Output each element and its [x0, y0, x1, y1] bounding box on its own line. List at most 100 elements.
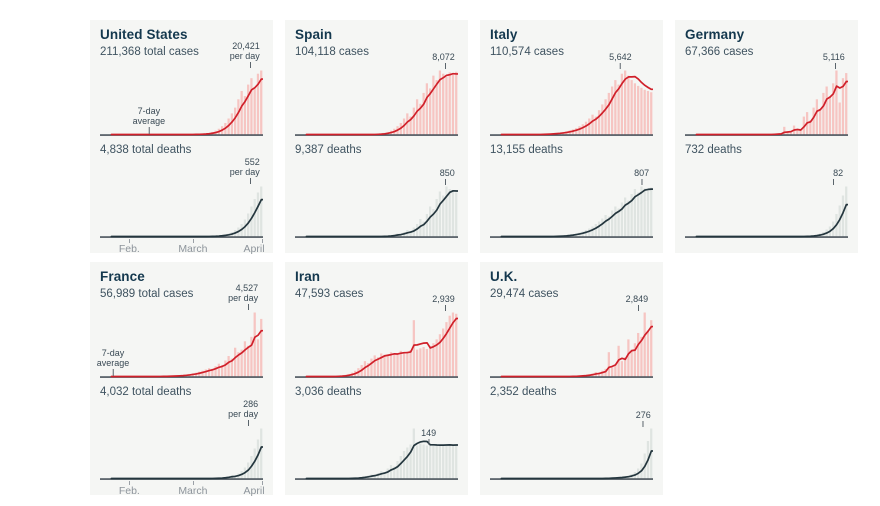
annotation-tick [249, 62, 251, 68]
country-title: Germany [685, 27, 745, 42]
cases-peak-value: 8,072 [432, 52, 455, 62]
cases-peak-unit: per day [229, 51, 260, 61]
deaths-chart-svg [490, 428, 653, 480]
deaths-peak-value: 276 [635, 410, 651, 420]
country-panel: U.K. 29,474 cases 2,849 2,352 deaths 276 [480, 262, 663, 495]
cases-peak-value: 2,849 [625, 294, 649, 304]
deaths-peak-value: 149 [421, 428, 437, 438]
country-panel: Spain 104,118 cases 8,072 9,387 deaths 8… [285, 20, 468, 253]
seven-day-average-note: 7-day average [96, 348, 130, 376]
country-title: France [100, 269, 145, 284]
deaths-peak-annotation: 82 [833, 168, 843, 185]
cases-chart: 5,642 [490, 52, 653, 136]
annotation-tick [444, 305, 446, 311]
deaths-total-label: 13,155 deaths [490, 144, 563, 156]
cases-peak-value: 5,642 [609, 52, 632, 62]
cases-chart-svg [295, 70, 458, 136]
x-label-april: April [243, 243, 265, 255]
march-tick [192, 239, 194, 243]
cases-chart-svg [100, 70, 263, 136]
country-panel: Italy 110,574 cases 5,642 13,155 deaths … [480, 20, 663, 253]
deaths-peak-value: 850 [439, 168, 455, 178]
cases-peak-annotation: 4,527 per day [228, 283, 258, 310]
deaths-total-label: 732 deaths [685, 144, 742, 156]
annotation-tick [833, 179, 835, 185]
feb-tick [129, 481, 131, 485]
country-panel: France 56,989 total cases 4,527 per day … [90, 262, 273, 497]
cases-total-label: 104,118 cases [295, 46, 369, 58]
cases-chart-svg [490, 70, 653, 136]
cases-chart: 2,849 [490, 294, 653, 378]
avg-note-line2: average [96, 358, 130, 368]
cases-total-label: 29,474 cases [490, 288, 559, 300]
country-panel: United States 211,368 total cases 20,421… [90, 20, 273, 255]
deaths-peak-annotation: 276 [636, 410, 651, 427]
annotation-tick [641, 179, 643, 185]
cases-chart: 2,939 [295, 294, 458, 378]
cases-peak-value: 5,116 [822, 52, 845, 62]
annotation-tick [248, 420, 250, 426]
cases-peak-annotation: 2,849 [625, 294, 649, 311]
deaths-total-label: 9,387 deaths [295, 144, 362, 156]
feb-tick [129, 239, 131, 243]
annotation-tick [642, 421, 644, 427]
country-panel: Germany 67,366 cases 5,116 732 deaths 82 [675, 20, 858, 253]
deaths-peak-value: 286 [243, 399, 259, 409]
deaths-chart-svg [295, 186, 458, 238]
deaths-chart-svg [685, 186, 848, 238]
cases-peak-annotation: 5,642 [609, 52, 632, 69]
avg-note-line1: 7-day [101, 348, 125, 358]
cases-chart-svg [100, 312, 263, 378]
deaths-peak-value: 807 [634, 168, 650, 178]
deaths-peak-annotation: 149 [421, 428, 436, 445]
country-title: U.K. [490, 269, 518, 284]
deaths-peak-annotation: 552 per day [230, 157, 260, 184]
x-label-march: March [178, 243, 208, 255]
deaths-peak-value: 552 [244, 157, 260, 167]
cases-chart: 5,116 [685, 52, 848, 136]
deaths-chart: 807 [490, 168, 653, 238]
cases-chart: 4,527 per day 7-day average [96, 283, 263, 378]
cases-peak-annotation: 20,421 per day [230, 41, 260, 68]
cases-peak-annotation: 8,072 [432, 52, 455, 69]
deaths-chart: 850 [295, 168, 458, 238]
cases-total-label: 110,574 cases [490, 46, 564, 58]
deaths-total-label: 3,036 deaths [295, 386, 362, 398]
x-label-feb: Feb. [118, 485, 140, 497]
cases-peak-annotation: 5,116 [823, 52, 845, 69]
deaths-chart: 82 [685, 168, 848, 238]
country-title: Iran [295, 269, 321, 284]
cases-total-label: 56,989 total cases [100, 288, 194, 300]
country-title: Italy [490, 27, 518, 42]
annotation-tick [638, 305, 640, 311]
deaths-peak-annotation: 286 per day [228, 399, 258, 426]
avg-note-line1: 7-day [137, 106, 161, 116]
cases-peak-value: 20,421 [232, 41, 260, 51]
country-title: Spain [295, 27, 333, 42]
annotation-tick [444, 63, 446, 69]
x-axis: Feb. March April [100, 239, 265, 255]
deaths-peak-annotation: 807 [634, 168, 649, 185]
cases-peak-unit: per day [228, 293, 259, 303]
deaths-chart-svg [100, 428, 263, 480]
cases-peak-value: 4,527 [235, 283, 259, 293]
cases-chart-svg [490, 312, 653, 378]
deaths-chart: 286 per day [100, 399, 263, 480]
deaths-total-label: 4,032 total deaths [100, 386, 192, 398]
cases-chart-svg [295, 312, 458, 378]
annotation-tick [248, 304, 250, 310]
cases-chart-svg [685, 70, 848, 136]
country-panel: Iran 47,593 cases 2,939 3,036 deaths 149 [285, 262, 468, 495]
cases-total-label: 211,368 total cases [100, 46, 199, 58]
annotation-tick [428, 439, 430, 445]
annotation-tick [112, 369, 114, 376]
cases-total-label: 47,593 cases [295, 288, 364, 300]
deaths-peak-unit: per day [228, 409, 259, 419]
cases-chart: 20,421 per day 7-day average [100, 41, 263, 136]
deaths-peak-unit: per day [229, 167, 260, 177]
annotation-tick [249, 178, 251, 184]
annotation-tick [834, 63, 836, 69]
x-label-march: March [178, 485, 208, 497]
annotation-tick [444, 179, 446, 185]
